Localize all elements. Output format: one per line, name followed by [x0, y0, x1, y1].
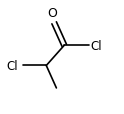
Text: Cl: Cl: [91, 39, 102, 52]
Text: O: O: [47, 7, 57, 20]
Text: Cl: Cl: [6, 60, 18, 72]
